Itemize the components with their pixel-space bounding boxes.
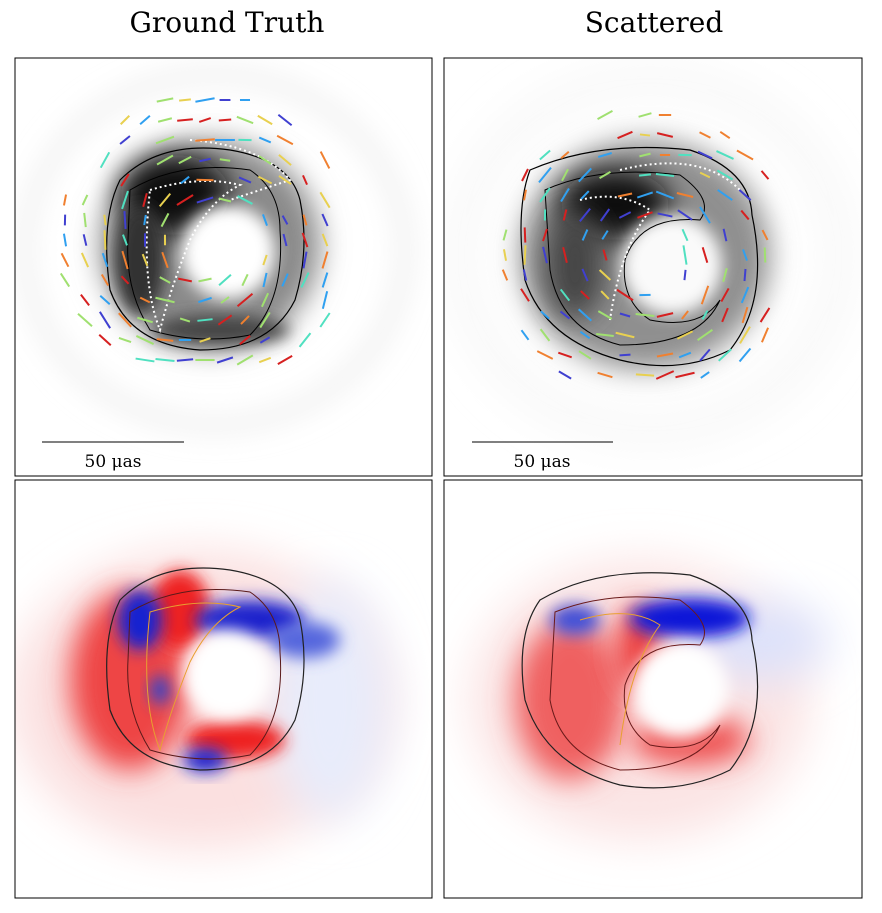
column-title: Ground Truth: [130, 6, 325, 39]
polarization-tick: [124, 211, 125, 229]
polarization-tick: [525, 227, 526, 242]
polarization-tick: [765, 248, 766, 263]
polarization-tick: [640, 134, 650, 135]
polarization-image: [444, 480, 862, 898]
polarization-tick: [636, 374, 654, 375]
polarization-tick: [219, 119, 231, 120]
polarization-tick: [177, 119, 193, 120]
polarization-image: [10, 480, 432, 898]
column-title: Scattered: [585, 6, 724, 39]
polarization-tick: [179, 99, 191, 100]
intensity-image: [15, 58, 432, 476]
scale-bar-label: 50 μas: [514, 452, 571, 472]
polarization-tick: [525, 245, 526, 265]
polarization-tick: [744, 269, 745, 281]
polarization-tick: [620, 355, 631, 356]
intensity-image: [444, 58, 862, 476]
polarization-tick: [684, 270, 685, 280]
polarization-tick: [639, 174, 651, 175]
polarization-tick: [104, 215, 105, 225]
polarization-tick: [105, 230, 106, 250]
scale-bar-label: 50 μas: [85, 452, 142, 472]
